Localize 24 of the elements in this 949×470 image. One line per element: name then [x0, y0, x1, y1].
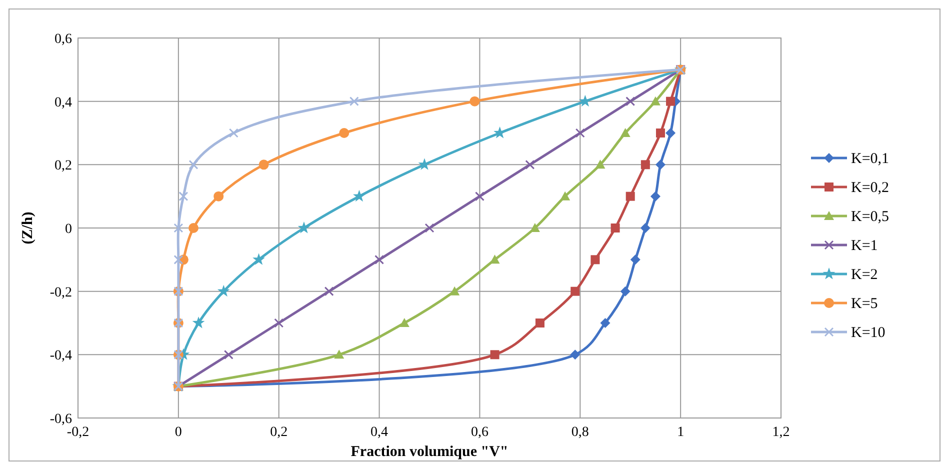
x-tick-label: -0,2: [66, 425, 90, 440]
y-tick-label: -0,6: [50, 412, 72, 427]
x-tick-label: 1: [677, 425, 684, 440]
x-tick-label: 0: [174, 425, 182, 440]
y-tick-label: 0: [65, 222, 72, 237]
x-tick-label: 0,4: [370, 425, 388, 440]
y-tick-label: 0,2: [54, 158, 72, 174]
x-tick-label: 0,2: [270, 425, 288, 440]
x-axis-title: Fraction volumique "V": [350, 444, 508, 460]
y-axis-title: (Z/h): [20, 212, 36, 244]
legend-label: K=0,2: [851, 180, 890, 196]
y-tick-label: -0,2: [50, 285, 72, 300]
legend-label: K=0,5: [851, 209, 890, 225]
x-tick-label: 1,2: [772, 425, 790, 440]
y-tick-label: 0,4: [54, 95, 72, 110]
legend-label: K=10: [851, 325, 886, 341]
y-tick-label: 0,6: [54, 32, 72, 47]
x-tick-label: 0,6: [470, 425, 488, 440]
legend-label: K=2: [851, 267, 878, 283]
legend-label: K=0,1: [851, 151, 890, 167]
legend-label: K=1: [851, 238, 878, 254]
x-tick-label: 0,8: [571, 425, 589, 440]
legend-label: K=5: [851, 296, 878, 312]
y-tick-label: -0,4: [50, 348, 72, 364]
